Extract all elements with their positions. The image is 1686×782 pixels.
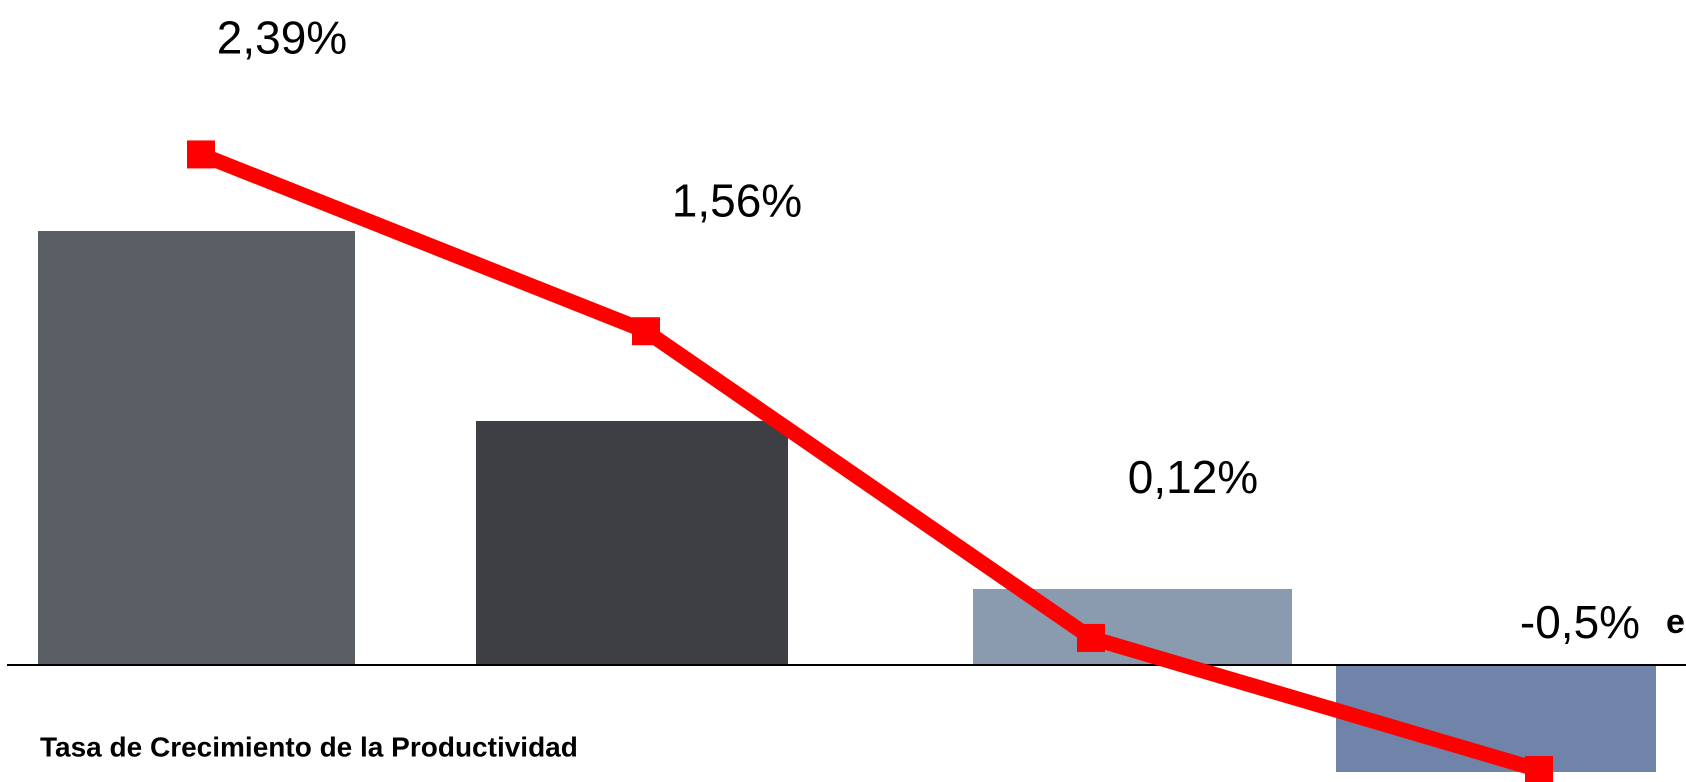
- marker: [1525, 756, 1553, 782]
- marker: [187, 140, 215, 169]
- chart-title: Tasa de Crecimiento de la Productividad: [40, 731, 578, 762]
- value-label: 0,12%: [1128, 451, 1258, 503]
- value-label: 1,56%: [672, 174, 802, 226]
- marker: [1077, 623, 1105, 652]
- line: [198, 147, 1542, 778]
- value-label: 2,39%: [217, 12, 347, 64]
- marker: [632, 317, 660, 346]
- annotation: e: [1666, 603, 1685, 641]
- photo: [38, 231, 355, 665]
- value-label: -0,5%: [1520, 596, 1640, 648]
- photo: [476, 421, 788, 665]
